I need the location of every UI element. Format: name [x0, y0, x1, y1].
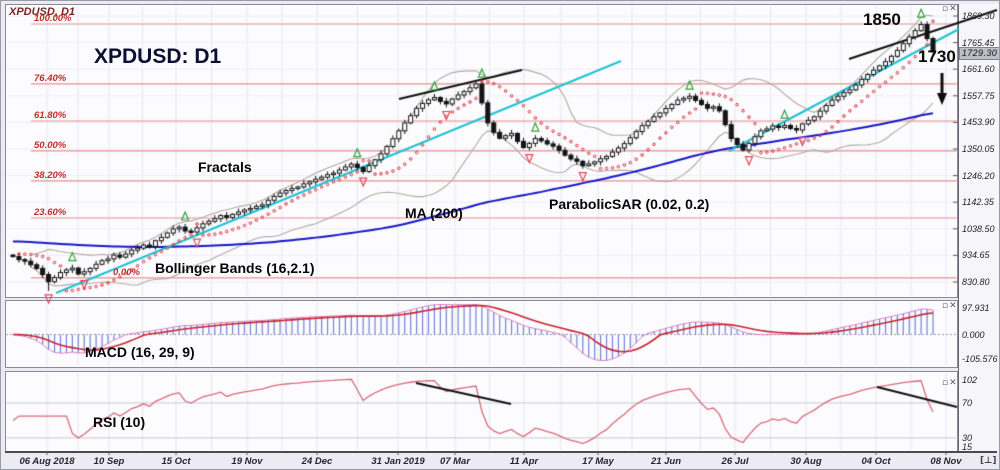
- bollinger-label: Bollinger Bands (16,2.1): [155, 260, 315, 276]
- fib-level-label: 100.00%: [34, 13, 72, 25]
- date-label: 04 Oct: [861, 456, 891, 467]
- close-icon[interactable]: ✕: [949, 378, 958, 388]
- date-label: 24 Dec: [301, 456, 333, 467]
- ma200-label: MA (200): [405, 205, 463, 221]
- macd-tick-label: 0.000: [962, 329, 985, 340]
- price-tick-label: 1661.60: [962, 64, 995, 75]
- rsi-tick-label: 102: [962, 375, 978, 385]
- date-label: 26 Jul: [721, 456, 749, 467]
- support-target-label: 1730: [918, 47, 956, 66]
- fib-level-label: 61.80%: [34, 110, 67, 121]
- date-label: 17 May: [582, 456, 614, 467]
- fib-level-label: 76.40%: [34, 72, 67, 84]
- price-tick-label: 1557.75: [962, 90, 995, 101]
- fib-level-label: 50.00%: [34, 139, 67, 151]
- symbol-period-label: XPDUSD, D1: [9, 6, 76, 18]
- fib-level-label: 0.00%: [113, 266, 140, 278]
- price-tick-label: 1765.45: [962, 37, 995, 48]
- date-label: 19 Nov: [231, 456, 263, 467]
- date-label: 30 Aug: [790, 456, 822, 467]
- rsi-tick-label: 70: [962, 397, 973, 408]
- current-price-tag: 1729.30: [959, 47, 999, 60]
- price-tick-label: 1142.35: [962, 197, 994, 208]
- rsi-label: RSI (10): [93, 414, 146, 430]
- date-label: 08 Nov: [930, 456, 962, 467]
- price-tick-label: 1869.30: [962, 11, 995, 21]
- minimize-icon[interactable]: ▫: [942, 301, 950, 311]
- close-icon[interactable]: ✕: [949, 301, 958, 311]
- date-label: 15 Oct: [161, 456, 191, 467]
- parabolic-sar-label: ParabolicSAR (0.02, 0.2): [549, 196, 710, 212]
- resistance-target-label: 1850: [863, 10, 901, 29]
- price-tick-label: 830.80: [962, 277, 990, 287]
- price-tick-label: 1350.05: [962, 144, 995, 154]
- date-label: 11 Apr: [509, 456, 539, 467]
- price-tick-label: 1038.50: [962, 223, 995, 234]
- macd-tick-label: -105.576: [962, 354, 998, 364]
- price-tick-label: 1453.90: [962, 117, 995, 128]
- date-label: 07 Mar: [439, 456, 471, 467]
- rsi-tick-label: 30: [962, 432, 973, 443]
- price-tick-label: 934.65: [962, 250, 990, 261]
- main-panel-buttons[interactable]: ▫✕: [942, 4, 958, 14]
- minimize-icon[interactable]: ▫: [942, 378, 950, 388]
- date-label: 21 Jun: [650, 456, 682, 467]
- macd-panel-buttons[interactable]: ▫✕: [942, 301, 958, 311]
- chart-title: XPDUSD: D1: [94, 45, 222, 68]
- date-label: 10 Sep: [93, 456, 125, 467]
- fib-level-label: 38.20%: [34, 169, 67, 181]
- date-label: 31 Jan 2019: [371, 456, 425, 467]
- date-label: 06 Aug 2018: [19, 456, 75, 467]
- close-icon[interactable]: ✕: [949, 4, 958, 14]
- rsi-tick-label: 15: [962, 442, 973, 452]
- axis-settings-icon[interactable]: [⊥]: [980, 456, 997, 466]
- fib-level-label: 23.60%: [34, 207, 67, 218]
- minimize-icon[interactable]: ▫: [942, 4, 950, 14]
- price-tick-label: 1246.20: [962, 170, 995, 181]
- macd-tick-label: 97.931: [962, 303, 990, 313]
- rsi-panel-buttons[interactable]: ▫✕: [942, 378, 958, 388]
- macd-label: MACD (16, 29, 9): [85, 344, 195, 360]
- fractals-label: Fractals: [198, 159, 252, 175]
